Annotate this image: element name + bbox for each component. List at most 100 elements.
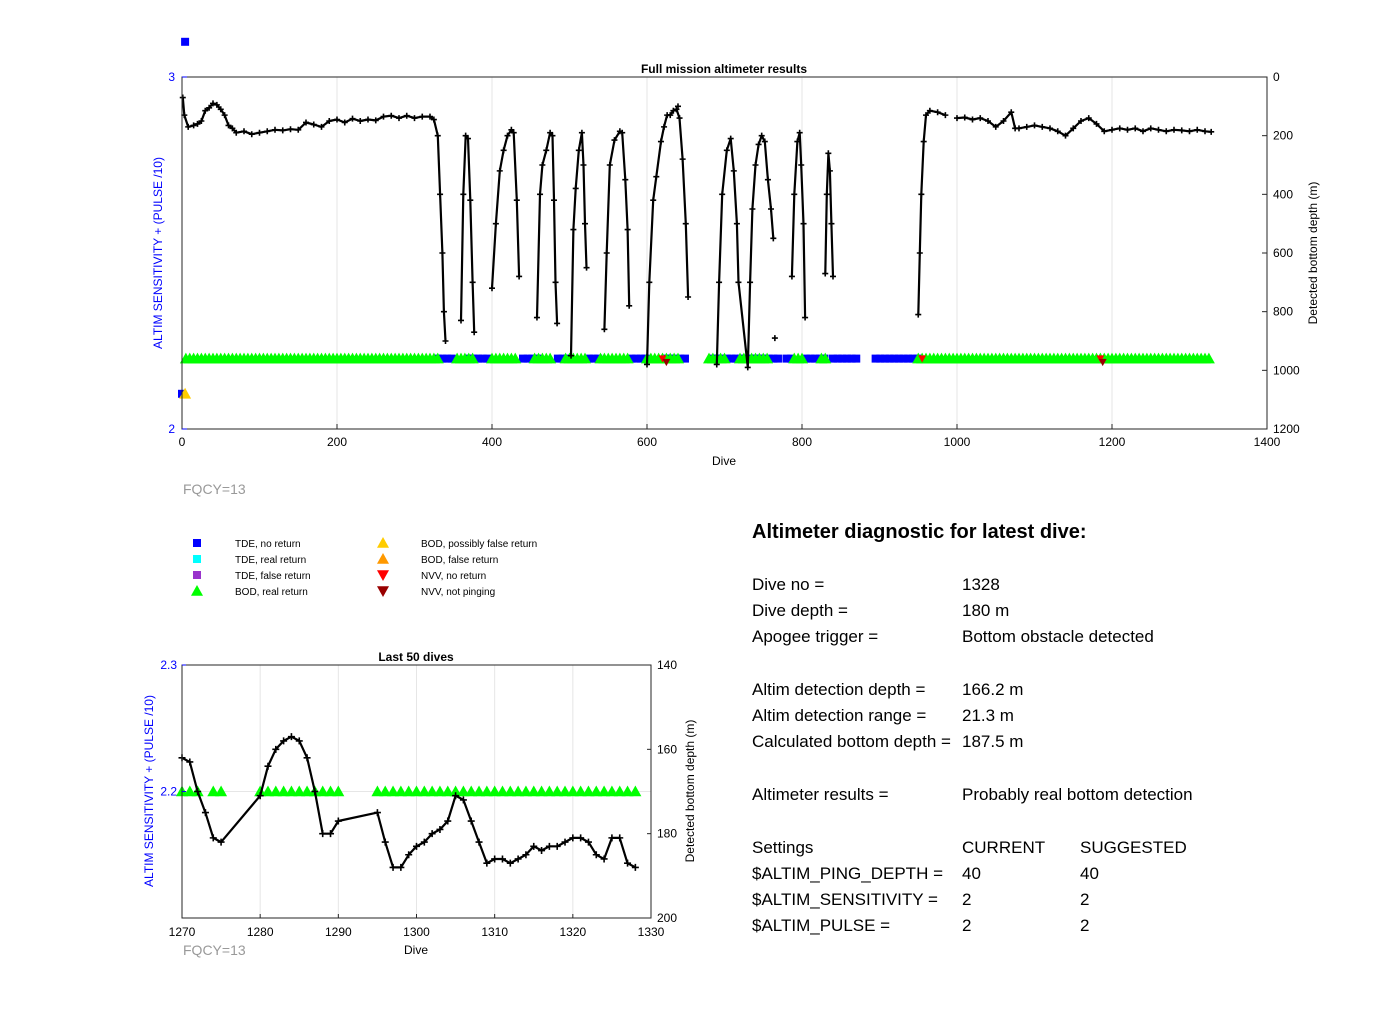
main-depth-point [764, 176, 771, 183]
main-depth-point [653, 173, 660, 180]
small-bod-real-return-marker [590, 785, 603, 797]
small-depth-point [209, 834, 217, 842]
main-depth-point [606, 162, 613, 168]
main-depth-point [918, 191, 925, 198]
small-bod-real-return-marker [551, 785, 564, 797]
main-depth-point [622, 176, 629, 183]
small-depth-point [498, 855, 506, 863]
main-depth-point [644, 361, 650, 368]
small-x-tick-label: 1310 [481, 925, 508, 939]
small-depth-point [561, 838, 569, 846]
legend-label: NVV, not pinging [421, 587, 495, 598]
small-bod-real-return-marker [379, 785, 392, 797]
main-depth-point [601, 326, 608, 333]
main-depth-point [752, 162, 759, 168]
tde-no-return-marker [443, 354, 452, 363]
main-depth-point [396, 115, 402, 122]
main-depth-point [513, 197, 520, 204]
tde-no-return-marker [627, 354, 636, 363]
nvv-not-pinging-marker [662, 358, 671, 367]
small-bod-real-return-marker [543, 785, 556, 797]
main-depth-point [1116, 125, 1123, 132]
diagnostic-key: Apogee trigger = [752, 627, 879, 646]
main-depth-point [969, 116, 976, 123]
tde-no-return-marker [680, 354, 689, 363]
main-depth-point [719, 191, 726, 198]
legend-marker [377, 586, 389, 597]
bod-real-return-marker [796, 352, 808, 364]
main-depth-point [758, 132, 765, 139]
small-depth-point [577, 834, 585, 842]
small-bod-real-return-marker [598, 785, 611, 797]
diagnostic-value: 2 [962, 890, 972, 909]
main-depth-point [279, 127, 286, 134]
tde-no-return-marker [852, 354, 861, 363]
diagnostic-key: Dive depth = [752, 601, 848, 620]
main-depth-point [657, 138, 664, 145]
main-depth-point [744, 364, 751, 371]
main-right-tick-label: 0 [1273, 70, 1280, 84]
main-depth-point [1054, 128, 1061, 135]
small-bod-real-return-marker [418, 785, 431, 797]
small-depth-point [256, 792, 264, 800]
nvv-no-return-marker [918, 355, 927, 363]
small-bod-real-return-marker [324, 785, 337, 797]
small-chart: 1270 1280 1290 1300 1310 1320 1330 2.3 2.2 140 160… [142, 650, 697, 958]
main-depth-point [198, 118, 205, 124]
main-depth-point [830, 273, 836, 280]
legend-marker [191, 585, 203, 596]
main-depth-point [1140, 128, 1146, 135]
small-x-tick-label: 1290 [325, 925, 352, 939]
main-depth-point [802, 314, 809, 321]
main-depth-point [1163, 128, 1170, 135]
main-depth-point [492, 220, 499, 227]
main-depth-point [221, 112, 228, 119]
tde-no-return-marker [181, 37, 190, 46]
main-depth-point [357, 118, 364, 124]
main-depth-point [796, 129, 803, 136]
main-depth-point [434, 132, 441, 139]
tde-no-return-marker [904, 354, 913, 363]
small-bod-real-return-marker [301, 785, 314, 797]
main-depth-point [427, 113, 433, 120]
diagnostic-value: 21.3 m [962, 706, 1014, 725]
main-depth-outlier [771, 335, 778, 342]
small-x-tick-label: 1270 [169, 925, 196, 939]
main-depth-point [1202, 128, 1208, 135]
legend-label: TDE, real return [235, 555, 306, 566]
small-fqcy-annotation: FQCY=13 [183, 942, 246, 958]
diagnostic-value: 180 m [962, 601, 1010, 620]
main-depth-point [318, 123, 325, 130]
main-depth-point [210, 100, 216, 107]
main-depth-point [679, 156, 686, 163]
main-depth-point [730, 167, 737, 174]
small-depth-point [459, 796, 467, 804]
main-depth-point [825, 150, 832, 157]
tde-no-return-marker [838, 354, 847, 363]
main-depth-point [611, 137, 618, 144]
small-left-tick-label: 2.3 [160, 658, 177, 672]
main-depth-point [942, 112, 949, 119]
main-right-tick-label: 1000 [1273, 363, 1300, 377]
small-right-tick-label: 200 [657, 911, 677, 925]
main-depth-point [437, 191, 444, 198]
small-depth-point [631, 863, 639, 871]
main-depth-point [1147, 125, 1154, 132]
main-depth-point [543, 147, 550, 154]
small-bod-real-return-marker [559, 785, 572, 797]
small-right-axis-label: Detected bottom depth (m) [683, 720, 697, 863]
main-depth-point [682, 220, 689, 227]
main-right-tick-label: 800 [1273, 305, 1293, 319]
main-x-tick-label: 1200 [1099, 435, 1126, 449]
small-bod-real-return-marker [465, 785, 478, 797]
small-bod-real-return-marker [535, 785, 548, 797]
small-depth-point [592, 851, 600, 859]
diagnostic-key: Altim detection depth = [752, 680, 926, 699]
tde-no-return-marker [553, 354, 562, 363]
main-depth-point [823, 191, 830, 198]
main-depth-point [934, 109, 941, 116]
small-depth-point [624, 859, 632, 867]
main-depth-point [954, 115, 960, 122]
small-depth-point [491, 855, 499, 863]
